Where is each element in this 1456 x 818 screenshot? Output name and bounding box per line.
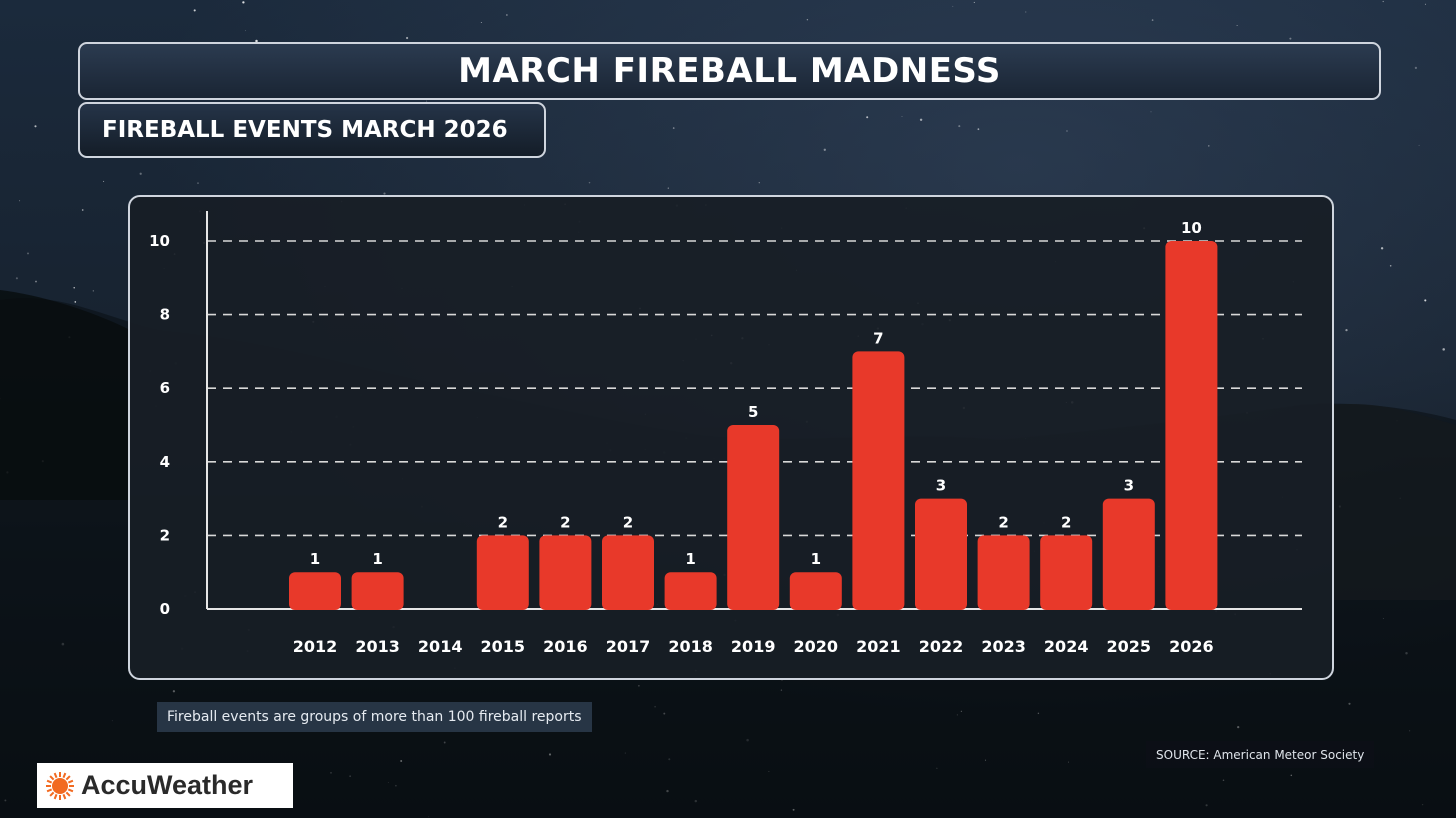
accuweather-logo: AccuWeather xyxy=(37,763,293,808)
x-tick-label: 2015 xyxy=(481,637,526,656)
bar xyxy=(664,572,717,610)
data-label: 1 xyxy=(811,550,821,568)
data-label: 2 xyxy=(560,513,570,531)
sun-icon xyxy=(46,771,74,800)
y-tick-label: 6 xyxy=(160,379,170,397)
x-tick-label: 2022 xyxy=(919,637,964,656)
footnote: Fireball events are groups of more than … xyxy=(157,702,592,732)
data-label: 10 xyxy=(1181,219,1202,237)
data-label: 2 xyxy=(498,513,508,531)
x-tick-label: 2014 xyxy=(418,637,463,656)
data-label: 5 xyxy=(748,403,758,421)
bar xyxy=(539,535,592,610)
source-credit: SOURCE: American Meteor Society xyxy=(1146,741,1375,768)
brand-name: AccuWeather xyxy=(81,770,254,800)
bar xyxy=(727,425,780,610)
bar xyxy=(977,535,1030,610)
x-tick-label: 2026 xyxy=(1169,637,1214,656)
bar xyxy=(1102,498,1155,610)
bar xyxy=(351,572,404,610)
bar xyxy=(289,572,341,610)
subtitle-banner: FIREBALL EVENTS MARCH 2026 xyxy=(78,102,546,158)
x-tick-label: 2019 xyxy=(731,637,776,656)
title-banner: MARCH FIREBALL MADNESS xyxy=(78,42,1381,100)
data-label: 3 xyxy=(936,477,946,495)
data-label: 2 xyxy=(1061,513,1071,531)
bar xyxy=(602,535,654,610)
data-label: 1 xyxy=(310,550,320,568)
bar xyxy=(476,535,529,610)
data-label: 3 xyxy=(1124,477,1134,495)
bar-chart: 0 2 4 6 8 10 1 2012 1 2013 2014 2 2015 2 2016 2 2017 1 201… xyxy=(149,211,1302,656)
data-label: 1 xyxy=(372,550,382,568)
y-tick-label: 4 xyxy=(160,453,170,471)
chart-subtitle: FIREBALL EVENTS MARCH 2026 xyxy=(102,117,508,143)
bar xyxy=(915,498,967,610)
data-label: 2 xyxy=(998,513,1008,531)
y-tick-label: 8 xyxy=(160,306,170,324)
y-tick-label: 2 xyxy=(160,526,170,544)
y-tick-label: 10 xyxy=(149,232,170,250)
data-label: 7 xyxy=(873,329,883,347)
x-tick-label: 2020 xyxy=(794,637,839,656)
bar xyxy=(852,351,905,610)
x-tick-label: 2024 xyxy=(1044,637,1089,656)
source-text: SOURCE: American Meteor Society xyxy=(1156,747,1365,762)
page-title: MARCH FIREBALL MADNESS xyxy=(458,51,1001,91)
x-tick-label: 2013 xyxy=(355,637,400,656)
x-tick-label: 2023 xyxy=(981,637,1026,656)
x-tick-label: 2016 xyxy=(543,637,588,656)
x-tick-label: 2025 xyxy=(1107,637,1152,656)
bar xyxy=(789,572,842,610)
x-tick-label: 2017 xyxy=(606,637,651,656)
data-label: 1 xyxy=(685,550,695,568)
bar xyxy=(1165,241,1218,610)
footnote-text: Fireball events are groups of more than … xyxy=(167,709,582,725)
x-tick-label: 2018 xyxy=(668,637,713,656)
data-label: 2 xyxy=(623,513,633,531)
x-tick-label: 2012 xyxy=(293,637,338,656)
x-tick-label: 2021 xyxy=(856,637,901,656)
y-tick-label: 0 xyxy=(160,600,170,618)
chart-panel: 0 2 4 6 8 10 1 2012 1 2013 2014 2 2015 2 2016 2 2017 1 201… xyxy=(128,195,1334,680)
bar xyxy=(1040,535,1093,610)
